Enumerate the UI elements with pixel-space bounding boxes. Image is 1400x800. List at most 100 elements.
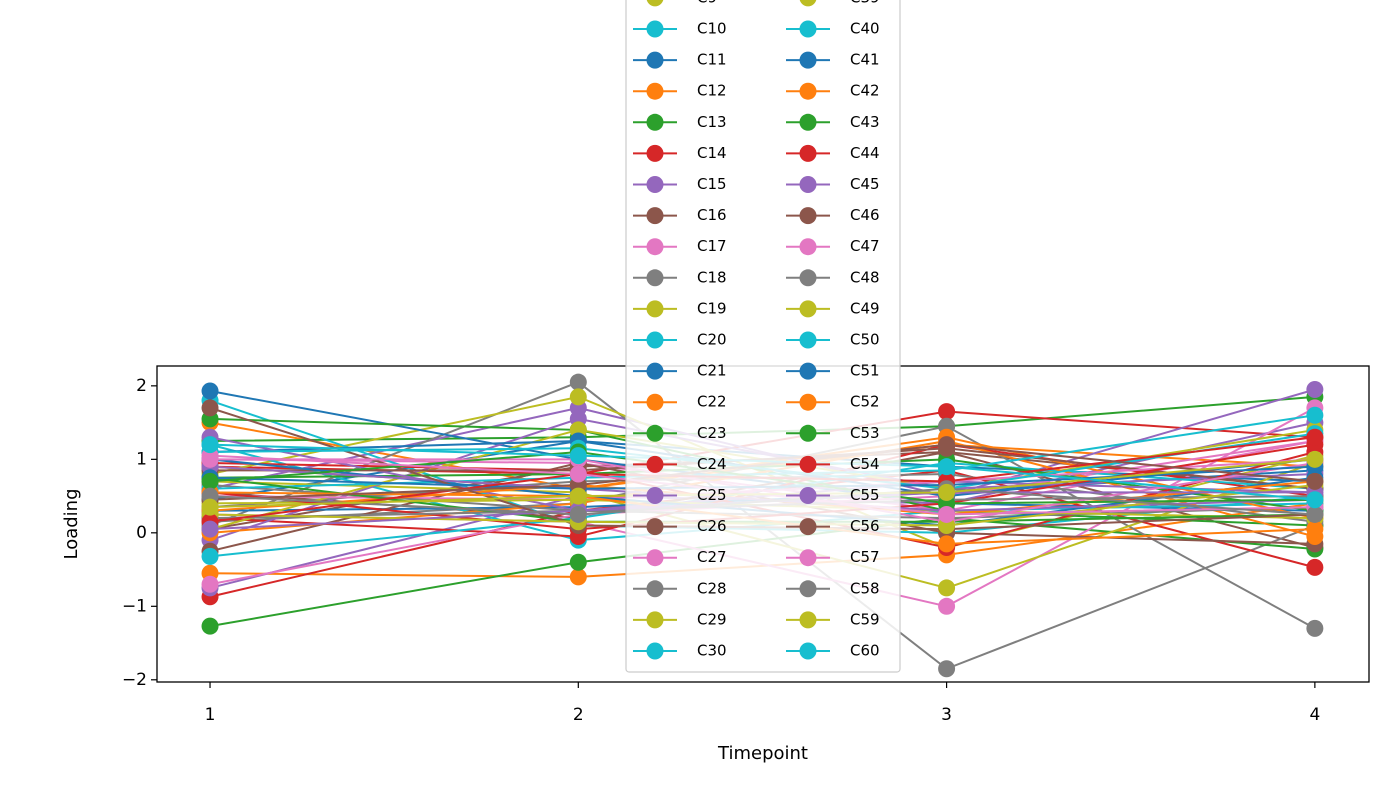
legend-marker bbox=[646, 176, 664, 193]
legend-label: C57 bbox=[850, 548, 880, 566]
legend-label: C49 bbox=[850, 299, 880, 317]
legend-label: C11 bbox=[697, 51, 727, 69]
point bbox=[1306, 406, 1324, 424]
point bbox=[569, 568, 587, 586]
legend-frame bbox=[625, 0, 901, 673]
legend-label: C45 bbox=[850, 175, 880, 193]
point bbox=[1306, 491, 1324, 509]
legend-marker bbox=[799, 20, 817, 38]
legend-marker bbox=[799, 455, 817, 473]
point bbox=[569, 465, 587, 483]
legend-label: C44 bbox=[850, 144, 880, 162]
legend-marker bbox=[799, 176, 817, 193]
legend-label: C19 bbox=[697, 299, 727, 317]
point bbox=[1306, 450, 1324, 468]
legend-label: C58 bbox=[850, 579, 880, 597]
point bbox=[938, 505, 956, 523]
x-tick-label: 2 bbox=[573, 705, 584, 725]
point bbox=[1306, 428, 1324, 446]
legend-marker bbox=[646, 82, 664, 100]
legend-marker bbox=[799, 113, 817, 131]
legend-label: C40 bbox=[850, 20, 880, 38]
point bbox=[569, 553, 587, 571]
point bbox=[201, 472, 219, 490]
legend-marker bbox=[799, 518, 817, 536]
point bbox=[1306, 619, 1324, 637]
point bbox=[1306, 558, 1324, 576]
legend-label: C22 bbox=[697, 393, 727, 411]
legend-label: C10 bbox=[697, 20, 727, 38]
legend-marker bbox=[799, 331, 817, 349]
point bbox=[569, 373, 587, 391]
point bbox=[938, 597, 956, 615]
x-tick-label: 3 bbox=[941, 705, 952, 725]
legend-marker bbox=[799, 362, 817, 380]
legend-marker bbox=[799, 300, 817, 318]
legend-label: C30 bbox=[697, 642, 727, 660]
legend-label: C18 bbox=[697, 268, 727, 286]
legend-marker bbox=[799, 0, 817, 7]
legend-label: C21 bbox=[697, 362, 727, 380]
legend-marker bbox=[646, 0, 664, 7]
point bbox=[569, 487, 587, 505]
point bbox=[938, 483, 956, 501]
legend-label: C43 bbox=[850, 113, 880, 131]
legend-marker bbox=[646, 642, 664, 660]
point bbox=[201, 617, 219, 635]
legend-label: C9 bbox=[697, 0, 717, 6]
legend-label: C15 bbox=[697, 175, 727, 193]
legend-label: C39 bbox=[850, 0, 880, 6]
point bbox=[1306, 520, 1324, 538]
point bbox=[1306, 381, 1324, 399]
legend-marker bbox=[646, 518, 664, 536]
y-tick-label: −2 bbox=[122, 670, 147, 690]
point bbox=[569, 505, 587, 523]
legend-marker bbox=[799, 580, 817, 598]
legend-marker bbox=[646, 455, 664, 473]
legend-label: C17 bbox=[697, 237, 727, 255]
legend-label: C52 bbox=[850, 393, 880, 411]
legend-label: C28 bbox=[697, 579, 727, 597]
point bbox=[938, 579, 956, 597]
legend-marker bbox=[646, 549, 664, 567]
legend-label: C29 bbox=[697, 610, 727, 628]
legend-label: C53 bbox=[850, 424, 880, 442]
legend-label: C20 bbox=[697, 331, 727, 349]
legend-marker bbox=[646, 269, 664, 287]
point bbox=[938, 436, 956, 454]
legend-label: C51 bbox=[850, 362, 880, 380]
y-tick-label: −1 bbox=[122, 596, 147, 616]
legend-marker bbox=[646, 362, 664, 380]
legend-label: C42 bbox=[850, 82, 880, 100]
point bbox=[1306, 505, 1324, 523]
y-tick-label: 1 bbox=[136, 449, 147, 469]
legend-marker bbox=[646, 144, 664, 162]
point bbox=[1306, 472, 1324, 490]
legend-label: C60 bbox=[850, 642, 880, 660]
legend-marker bbox=[646, 300, 664, 318]
legend-marker bbox=[799, 487, 817, 504]
legend-label: C46 bbox=[850, 206, 880, 224]
legend-marker bbox=[646, 611, 664, 629]
y-tick-label: 2 bbox=[136, 376, 147, 396]
legend-marker bbox=[646, 113, 664, 131]
legend-marker bbox=[646, 51, 664, 69]
legend-label: C14 bbox=[697, 144, 727, 162]
legend-marker bbox=[799, 642, 817, 660]
legend-marker bbox=[646, 424, 664, 442]
legend-label: C48 bbox=[850, 268, 880, 286]
legend-marker bbox=[646, 20, 664, 38]
legend-label: C24 bbox=[697, 455, 727, 473]
y-tick-label: 0 bbox=[136, 523, 147, 543]
legend-marker bbox=[799, 393, 817, 411]
legend-label: C16 bbox=[697, 206, 727, 224]
legend-label: C55 bbox=[850, 486, 880, 504]
legend-marker bbox=[799, 424, 817, 442]
x-tick-label: 4 bbox=[1309, 705, 1320, 725]
y-axis-label: Loading bbox=[61, 488, 82, 559]
legend-label: C25 bbox=[697, 486, 727, 504]
legend-label: C59 bbox=[850, 610, 880, 628]
legend-marker bbox=[646, 331, 664, 349]
legend-marker bbox=[799, 144, 817, 162]
legend-label: C54 bbox=[850, 455, 880, 473]
